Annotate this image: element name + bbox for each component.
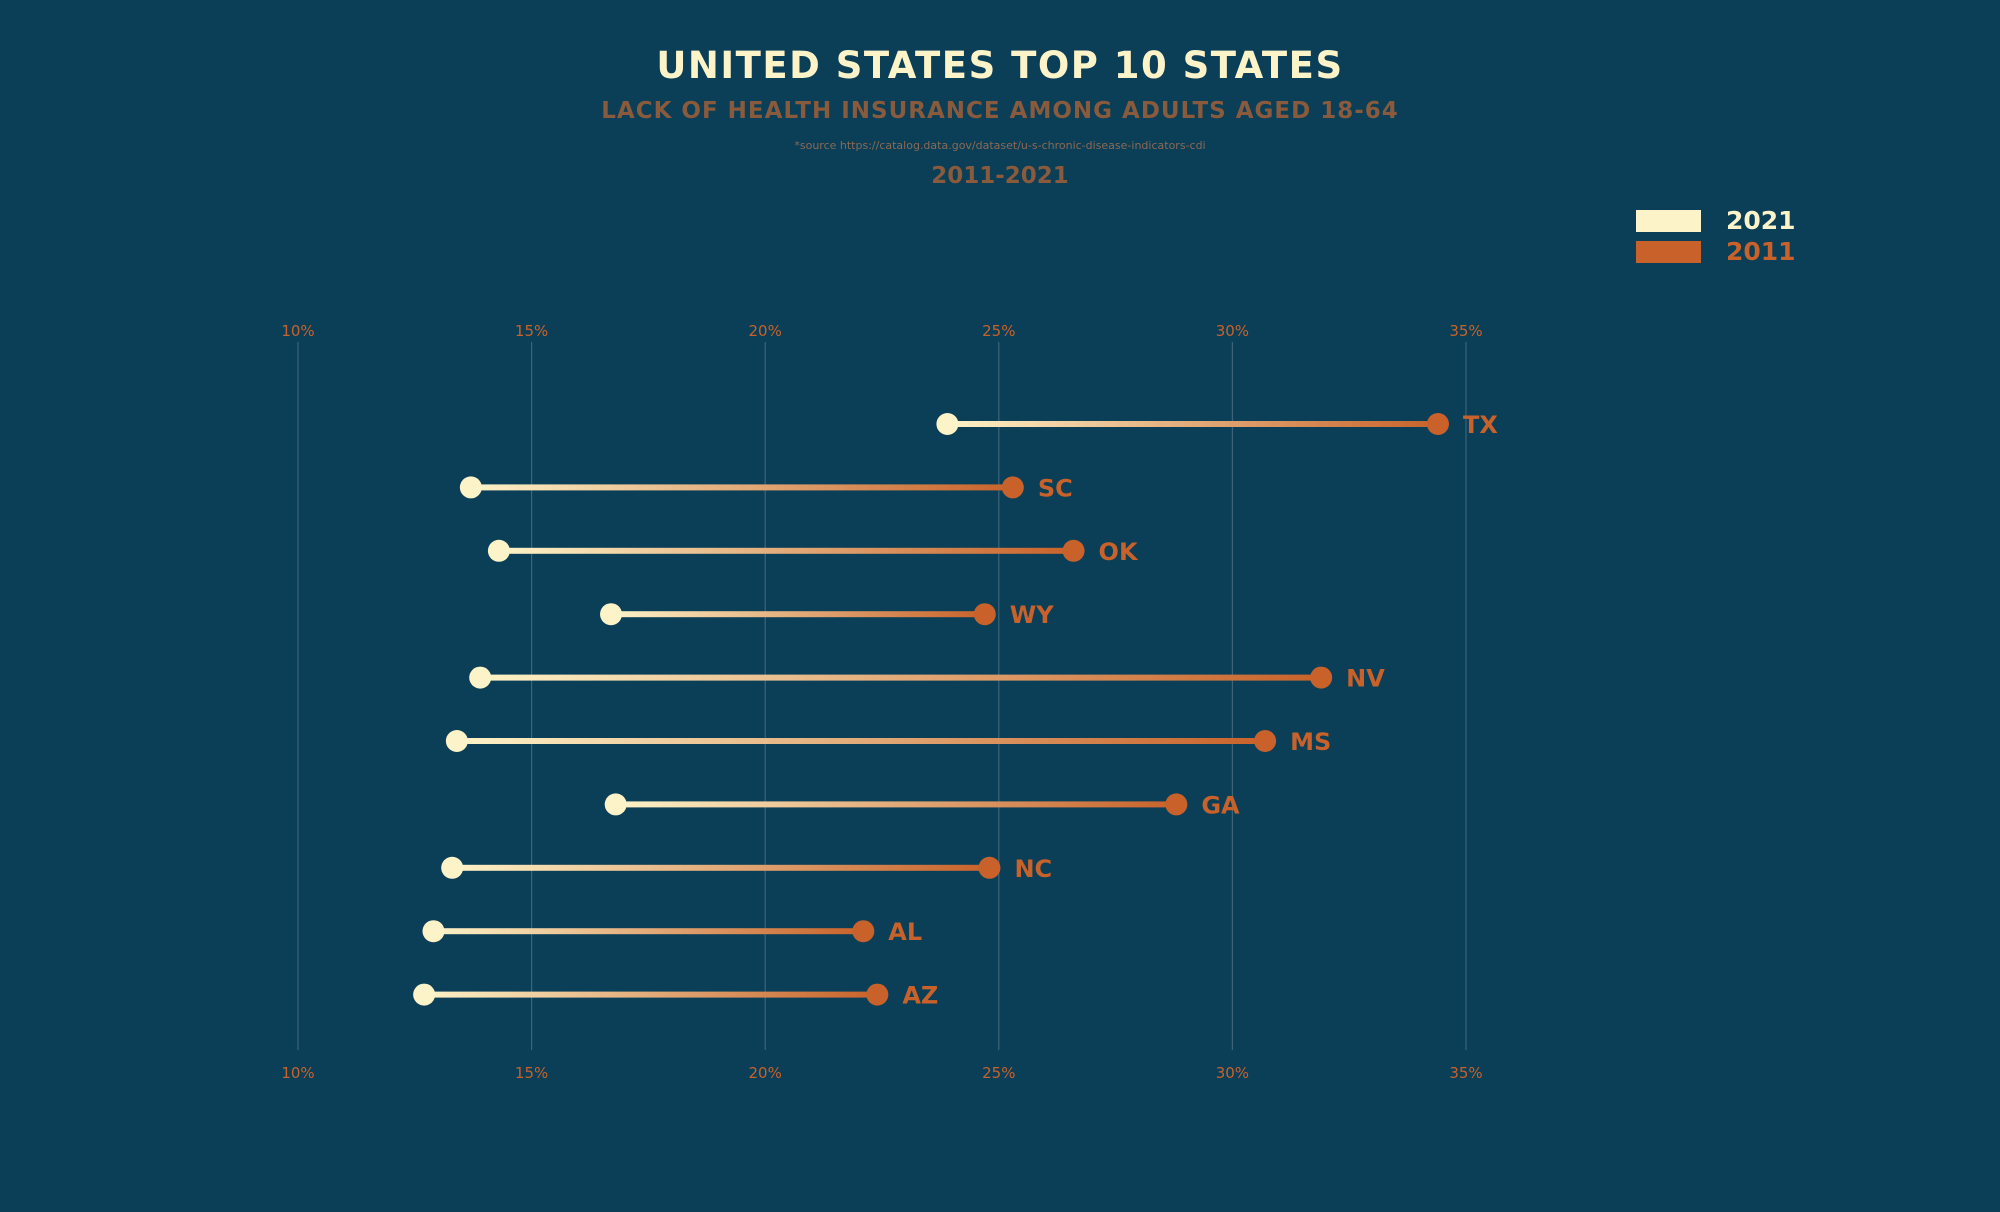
x-tick-label-bottom: 10%	[281, 1064, 314, 1082]
state-label: SC	[1038, 474, 1073, 502]
dumbbell-bar	[452, 864, 990, 871]
state-label: GA	[1201, 791, 1240, 819]
point-2011	[1001, 476, 1024, 499]
x-tick-label-top: 30%	[1216, 322, 1249, 340]
legend-item-2021: 2021	[1636, 206, 1836, 235]
dumbbell-bar	[615, 801, 1177, 808]
dumbbell-row-ok: OK	[487, 538, 1139, 566]
axis-ticks: 10% 10% 15% 15% 20% 20% 25% 25% 30% 30% 35% 35%	[281, 322, 1482, 1082]
point-2021	[413, 983, 436, 1006]
point-2011	[852, 920, 875, 943]
x-tick-label-bottom: 15%	[515, 1064, 548, 1082]
dumbbell-bar	[456, 738, 1266, 744]
x-tick-label-bottom: 35%	[1449, 1064, 1482, 1082]
dumbbell-marks: TX SC OK WY NV MS GA NC AL AZ	[413, 411, 1498, 1010]
legend-item-2011: 2011	[1636, 237, 1836, 266]
dumbbell-row-ms: MS	[445, 728, 1331, 756]
dumbbell-row-nv: NV	[469, 665, 1385, 693]
point-2021	[936, 413, 959, 435]
dumbbell-row-az: AZ	[413, 982, 938, 1010]
point-2011	[1165, 793, 1188, 816]
x-tick-label-bottom: 20%	[749, 1064, 782, 1082]
grid-lines	[297, 342, 1467, 1050]
dumbbell-bar	[433, 928, 864, 935]
legend-label-2021: 2021	[1726, 206, 1796, 235]
dumbbell-row-tx: TX	[936, 411, 1498, 439]
state-label: AZ	[902, 982, 938, 1010]
state-label: TX	[1463, 411, 1498, 439]
point-2021	[445, 730, 468, 752]
point-2021	[600, 603, 623, 626]
chart-title: UNITED STATES TOP 10 STATES	[656, 44, 1344, 87]
dumbbell-row-al: AL	[422, 918, 922, 946]
dumbbell-row-sc: SC	[459, 474, 1073, 502]
state-label: AL	[888, 918, 922, 946]
point-2021	[422, 920, 445, 943]
point-2011	[1062, 539, 1085, 562]
point-2011	[1426, 413, 1449, 435]
x-tick-label-top: 25%	[982, 322, 1015, 340]
dumbbell-bar	[424, 991, 878, 998]
point-2011	[978, 856, 1001, 879]
x-tick-label-bottom: 25%	[982, 1064, 1015, 1082]
legend-label-2011: 2011	[1726, 237, 1796, 266]
x-tick-label-top: 20%	[749, 322, 782, 340]
legend-swatch-2021	[1636, 210, 1701, 232]
point-2021	[441, 856, 464, 879]
point-2011	[866, 983, 889, 1006]
dumbbell-bar	[947, 421, 1438, 427]
x-tick-label-bottom: 30%	[1216, 1064, 1249, 1082]
state-label: WY	[1010, 601, 1054, 629]
point-2021	[604, 793, 627, 816]
point-2011	[973, 603, 996, 626]
dumbbell-bar	[480, 674, 1322, 681]
state-label: NV	[1346, 665, 1385, 693]
dumbbell-row-nc: NC	[441, 855, 1052, 883]
point-2021	[469, 666, 492, 689]
x-tick-label-top: 35%	[1449, 322, 1482, 340]
chart-source: *source https://catalog.data.gov/dataset…	[794, 139, 1206, 152]
point-2021	[459, 476, 482, 499]
dumbbell-bar	[611, 611, 985, 618]
legend-swatch-2011	[1636, 241, 1701, 263]
dumbbell-row-ga: GA	[604, 791, 1240, 819]
dumbbell-bar	[470, 484, 1013, 491]
dumbbell-row-wy: WY	[600, 601, 1054, 629]
x-tick-label-top: 15%	[515, 322, 548, 340]
state-label: OK	[1099, 538, 1139, 566]
dumbbell-bar	[498, 547, 1074, 554]
chart-years: 2011-2021	[931, 163, 1069, 189]
point-2011	[1310, 666, 1333, 689]
chart-subtitle: LACK OF HEALTH INSURANCE AMONG ADULTS AG…	[601, 98, 1399, 124]
state-label: MS	[1290, 728, 1331, 756]
point-2011	[1254, 730, 1277, 752]
x-tick-label-top: 10%	[281, 322, 314, 340]
state-label: NC	[1014, 855, 1052, 883]
point-2021	[487, 539, 510, 562]
